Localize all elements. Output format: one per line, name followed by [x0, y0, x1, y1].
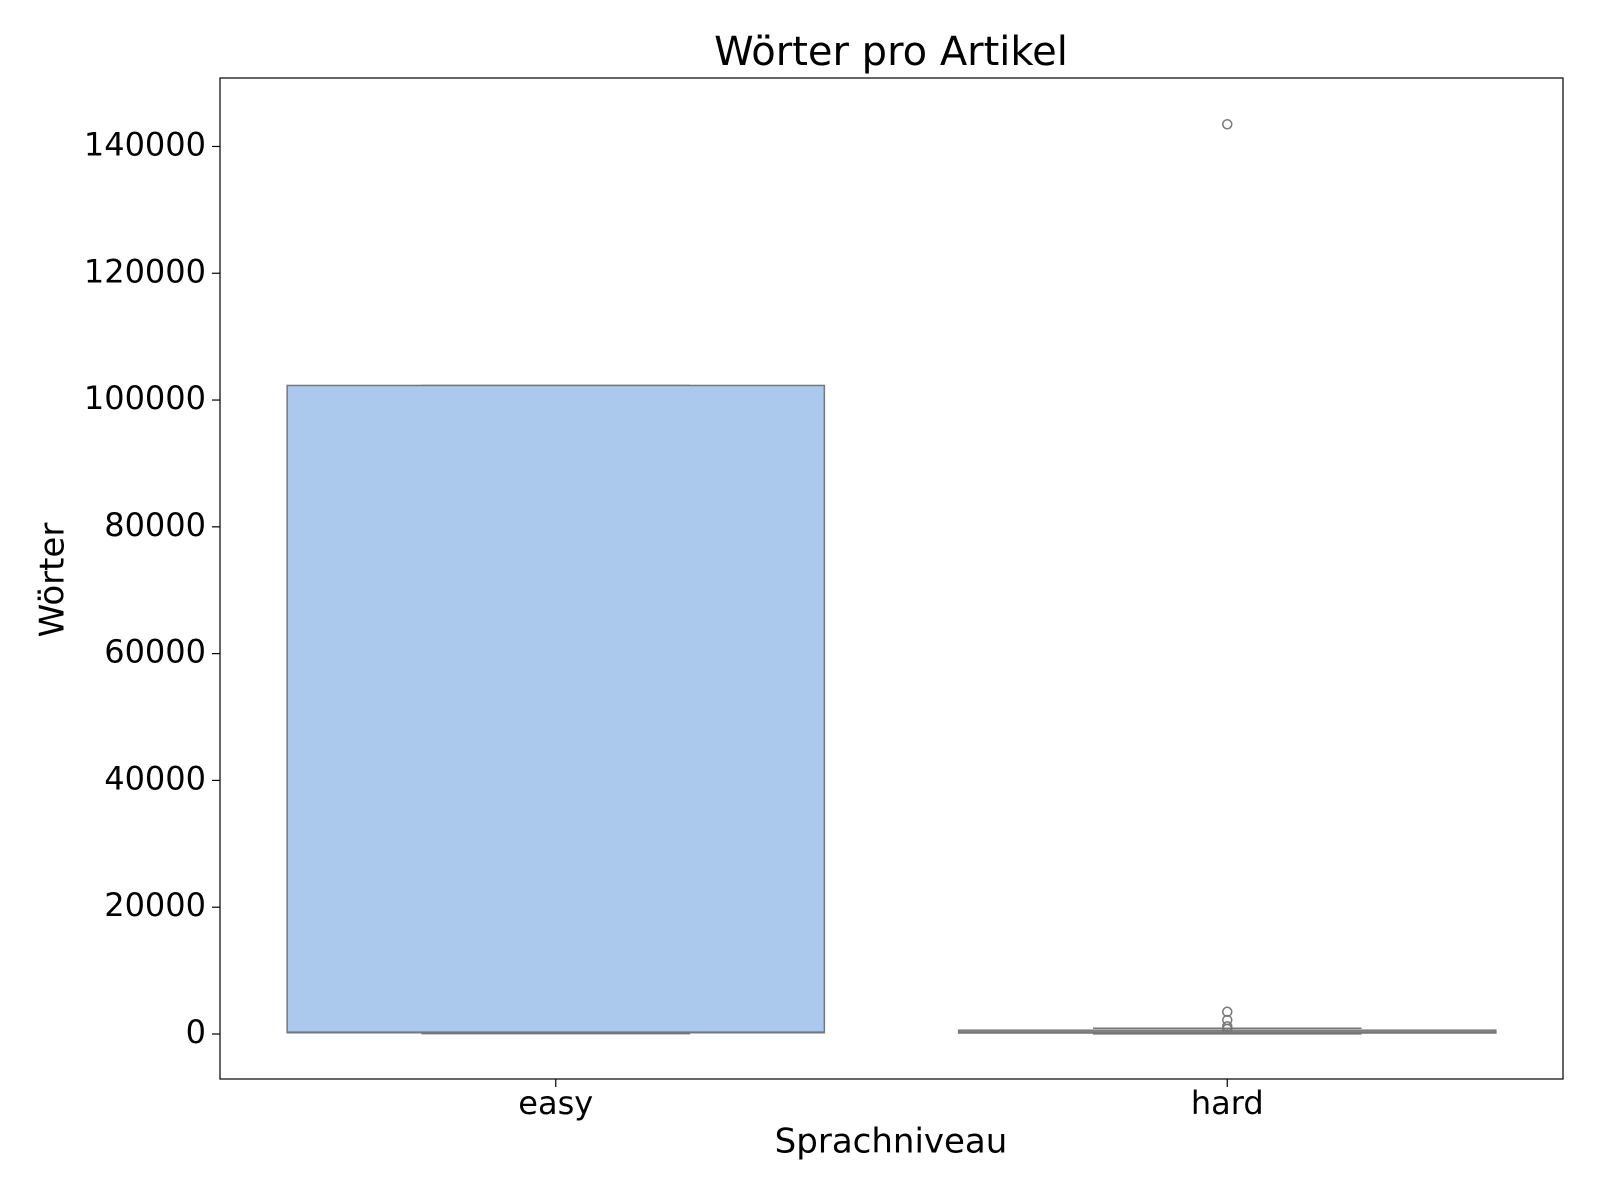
x-tick-label: easy — [518, 1084, 593, 1122]
y-tick-label: 140000 — [84, 125, 206, 163]
y-tick-label: 80000 — [104, 506, 206, 544]
plot-frame — [219, 77, 1564, 1080]
x-axis-label: Sprachniveau — [775, 1122, 1008, 1162]
y-tick-label: 40000 — [104, 759, 206, 797]
y-tick-label: 20000 — [104, 886, 206, 924]
outlier — [1222, 1006, 1233, 1018]
y-tick-label: 60000 — [104, 633, 206, 671]
box — [286, 384, 826, 1034]
y-axis-label: Wörter — [33, 523, 73, 638]
x-tick-label: hard — [1191, 1084, 1264, 1122]
chart-title: Wörter pro Artikel — [714, 29, 1068, 75]
y-tick-label: 0 — [186, 1013, 206, 1051]
outlier — [1222, 1023, 1233, 1035]
outlier — [1222, 119, 1233, 130]
y-tick-label: 120000 — [84, 252, 206, 290]
y-tick-label: 100000 — [84, 379, 206, 417]
